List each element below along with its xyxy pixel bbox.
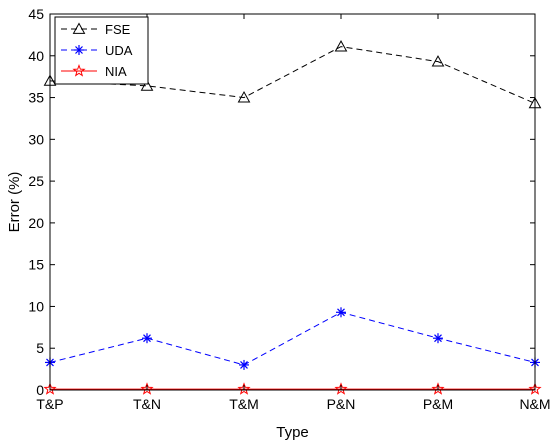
- data-point-uda: [336, 307, 346, 318]
- data-point-nia: [334, 382, 348, 395]
- x-tick-label: P&M: [423, 396, 453, 412]
- data-point-nia: [528, 382, 542, 395]
- legend-marker-fse: [72, 22, 86, 34]
- x-tick-label: T&M: [229, 396, 259, 412]
- legend-marker-nia: [72, 64, 86, 77]
- y-tick-label: 5: [36, 340, 44, 356]
- series-uda: [45, 307, 540, 370]
- x-axis-title: Type: [276, 424, 309, 441]
- x-tick-label: N&M: [519, 396, 550, 412]
- data-point-fse: [140, 79, 154, 91]
- legend-label-nia: NIA: [105, 64, 127, 79]
- data-point-fse: [334, 40, 348, 52]
- data-point-fse: [237, 91, 251, 103]
- marker-stroke: [75, 46, 83, 54]
- legend-label-uda: UDA: [105, 43, 133, 58]
- x-tick-label: T&N: [133, 396, 161, 412]
- marker-stroke: [434, 334, 442, 343]
- data-point-nia: [431, 382, 445, 395]
- legend-item-uda: UDA: [61, 43, 133, 58]
- y-tick-label: 45: [28, 6, 44, 22]
- marker-stroke: [337, 308, 345, 317]
- y-tick-label: 40: [28, 48, 44, 64]
- axes-box: [49, 13, 536, 391]
- legend-item-nia: NIA: [61, 64, 127, 79]
- y-tick-label: 25: [28, 173, 44, 189]
- x-tick-label: P&N: [327, 396, 356, 412]
- data-point-nia: [140, 382, 154, 395]
- marker-stroke: [143, 334, 151, 343]
- data-point-uda: [239, 359, 249, 370]
- data-point-nia: [237, 382, 251, 395]
- axes: 0 5 10 15 20 25 30 35 40 45 T&P T&N T&M P&N P&M N&M Type…: [6, 6, 550, 441]
- legend-item-fse: FSE: [61, 22, 131, 37]
- y-tick-label: 0: [36, 382, 44, 398]
- data-point-fse: [431, 55, 445, 67]
- data-point-uda: [142, 333, 152, 344]
- y-tick-label: 35: [28, 90, 44, 106]
- data-point-nia: [43, 382, 57, 395]
- y-tick-label: 15: [28, 257, 44, 273]
- legend-label-fse: FSE: [105, 22, 131, 37]
- x-tick-label: T&P: [36, 396, 63, 412]
- series-line-fse: [49, 46, 536, 104]
- y-tick-label: 20: [28, 215, 44, 231]
- legend: FSE UDA NIA: [54, 16, 149, 85]
- legend-box: [54, 16, 149, 85]
- series-line-uda: [49, 311, 536, 366]
- legend-marker-uda: [74, 45, 84, 55]
- y-tick-label: 30: [28, 131, 44, 147]
- data-point-uda: [433, 333, 443, 344]
- series-nia: [43, 382, 542, 395]
- y-tick-label: 10: [28, 298, 44, 314]
- plot-area: [43, 40, 542, 395]
- y-axis-title: Error (%): [6, 172, 23, 233]
- marker-stroke: [240, 361, 248, 369]
